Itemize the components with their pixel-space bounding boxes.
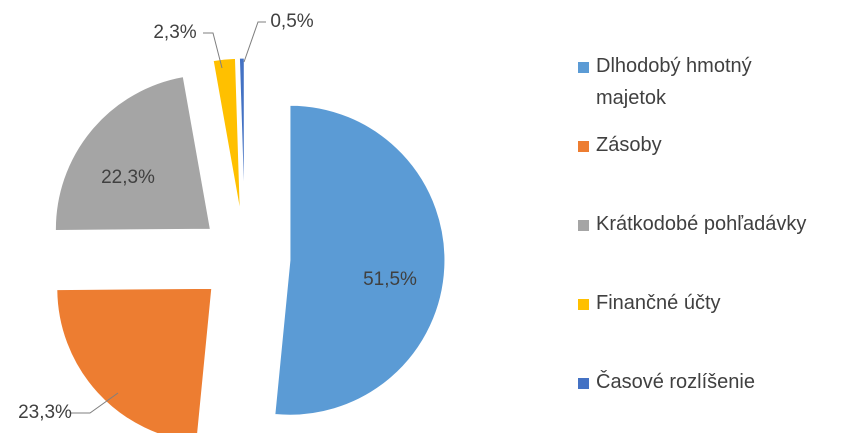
- legend-swatch: [578, 378, 589, 389]
- pie-area: 51,5% 23,3% 22,3% 2,3% 0,5%: [18, 11, 446, 433]
- data-label: 0,5%: [270, 11, 313, 32]
- pie-slice: [212, 57, 241, 214]
- leader-line: [243, 21, 266, 63]
- legend-swatch: [578, 220, 589, 231]
- legend-label: Zásoby: [596, 134, 662, 156]
- data-label: 51,5%: [363, 269, 417, 290]
- legend-swatch: [578, 62, 589, 73]
- leader-line: [203, 32, 223, 69]
- pie-slice: [56, 287, 213, 433]
- legend-label: Časové rozlíšenie: [596, 371, 755, 393]
- data-label: 23,3%: [18, 402, 72, 423]
- legend-swatch: [578, 299, 589, 310]
- data-label: 2,3%: [153, 22, 196, 43]
- pie-slice: [238, 57, 245, 214]
- leader-line: [70, 392, 119, 414]
- pie-slice: [54, 76, 211, 231]
- legend-swatch: [578, 141, 589, 152]
- data-label: 22,3%: [101, 167, 155, 188]
- legend-label: Finančné účty: [596, 292, 721, 314]
- pie-slice: [274, 104, 446, 416]
- legend-label: Dlhodobý hmotný majetok: [596, 55, 752, 109]
- legend-label: Krátkodobé pohľadávky: [596, 213, 807, 235]
